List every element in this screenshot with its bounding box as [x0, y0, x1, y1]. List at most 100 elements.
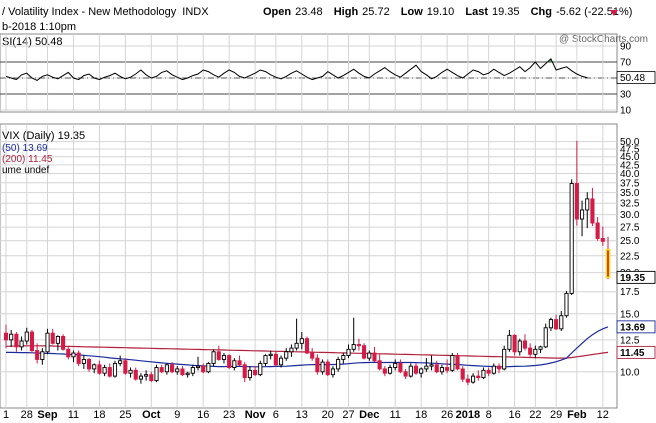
- price-tick-label: 15.0: [620, 309, 640, 320]
- candle: [258, 360, 263, 377]
- candle-body: [574, 183, 579, 220]
- candle-body: [455, 355, 460, 370]
- candle-body: [206, 362, 211, 373]
- candle: [45, 328, 50, 355]
- price-tick-label: 30.0: [620, 210, 640, 221]
- candle-body: [19, 340, 24, 348]
- candle: [144, 370, 149, 381]
- price-tick-label: 27.5: [620, 223, 640, 234]
- price-tick-label: 17.5: [620, 287, 640, 298]
- price-tick-label: 42.5: [620, 160, 640, 171]
- candle: [543, 323, 548, 349]
- candle-body: [403, 371, 408, 377]
- low-value: 19.10: [427, 6, 455, 18]
- candle-body: [107, 367, 112, 377]
- candle: [517, 338, 522, 356]
- x-tick-label: 12: [597, 409, 609, 421]
- candle-body: [133, 369, 138, 380]
- x-tick-label: 20: [322, 409, 334, 421]
- price-tick-label: 10.0: [620, 367, 640, 378]
- legend-sma50: (50) 13.69: [2, 143, 48, 154]
- candle: [522, 334, 528, 351]
- candle: [512, 334, 517, 356]
- candle-body: [356, 344, 361, 347]
- candle: [40, 348, 45, 365]
- candle: [351, 317, 356, 352]
- candle-body: [507, 334, 512, 350]
- candle: [330, 366, 336, 378]
- candle-body: [3, 332, 9, 341]
- candle-body: [195, 365, 201, 368]
- candle-body: [201, 365, 206, 373]
- candle: [424, 358, 429, 372]
- candle-body: [564, 292, 569, 317]
- candle: [289, 344, 294, 357]
- candle-body: [40, 351, 45, 360]
- x-tick-label: 2018: [456, 409, 480, 421]
- candle-body: [522, 340, 528, 349]
- candle: [227, 354, 232, 369]
- candle: [341, 353, 346, 364]
- candle-body: [517, 340, 522, 353]
- candle-body: [14, 333, 19, 348]
- candle: [491, 363, 496, 375]
- candle-body: [486, 369, 491, 374]
- candle: [92, 363, 97, 374]
- candle-body: [123, 360, 128, 374]
- candle: [605, 236, 611, 280]
- candle-body: [45, 332, 50, 353]
- candle-body: [600, 238, 605, 242]
- price-tick-label: 50.0: [620, 137, 640, 148]
- candle-body: [413, 365, 419, 374]
- candle-body: [118, 360, 123, 364]
- candle-body: [398, 362, 403, 373]
- candle: [403, 368, 408, 380]
- candle: [149, 371, 154, 383]
- rsi-tick-label: 30: [620, 90, 632, 101]
- candle-body: [138, 375, 143, 380]
- candle: [211, 349, 216, 367]
- candle-body: [232, 360, 237, 368]
- candle-body: [419, 368, 424, 374]
- candle-body: [170, 364, 175, 373]
- candle-body: [159, 367, 164, 373]
- candle: [579, 200, 585, 237]
- candle-body: [372, 352, 377, 362]
- candle-body: [450, 355, 455, 371]
- title-prefix: /: [2, 6, 8, 18]
- x-tick-label: 22: [529, 409, 541, 421]
- sma200-value-label-box: [616, 345, 656, 359]
- candle: [382, 366, 387, 377]
- candle: [455, 353, 460, 371]
- candle-body: [481, 369, 486, 379]
- candle: [429, 355, 434, 371]
- candle: [133, 367, 138, 381]
- candle-body: [330, 368, 336, 376]
- candle: [600, 226, 605, 246]
- rsi-line: [5, 57, 588, 81]
- candle-body: [605, 248, 611, 279]
- x-axis: 1 28 Sep 11 18 25 Oct 9 16 23 Nov 6 13 20 27 Dec 11 18 26 2…: [3, 409, 609, 421]
- candle: [237, 355, 242, 367]
- open-label: Open: [263, 6, 291, 18]
- candle-body: [294, 342, 299, 349]
- candle-body: [377, 360, 382, 370]
- candle-body: [502, 348, 507, 370]
- candle-body: [548, 319, 553, 329]
- x-tick-label: 9: [174, 409, 180, 421]
- price-tick-label: 37.5: [620, 178, 640, 189]
- x-tick-label: 25: [119, 409, 131, 421]
- candle: [97, 360, 102, 375]
- x-tick-label: Oct: [142, 409, 161, 421]
- candle: [450, 353, 455, 372]
- candle: [507, 329, 512, 352]
- candle-body: [29, 331, 35, 351]
- chg-label: Chg: [531, 6, 552, 18]
- candle: [253, 366, 258, 377]
- candle: [19, 336, 24, 351]
- ohlc-readout: Open 23.48 High 25.72 Low 19.10 Last 19.35 C…: [263, 6, 632, 18]
- candle: [554, 314, 559, 330]
- candle: [180, 366, 185, 377]
- candle: [367, 350, 372, 361]
